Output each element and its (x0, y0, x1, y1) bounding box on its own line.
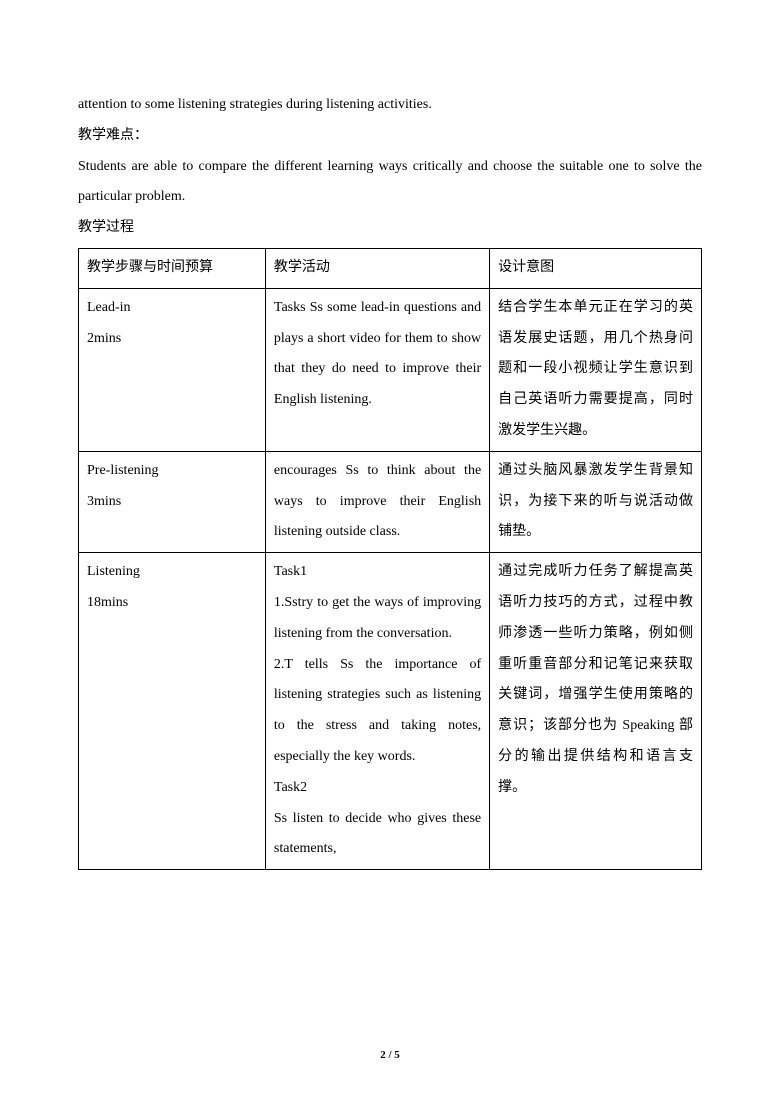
task-label: Task2 (274, 773, 481, 804)
step-duration: 2mins (87, 324, 257, 355)
table-cell-activity: encourages Ss to think about the ways to… (265, 451, 489, 552)
lesson-plan-table: 教学步骤与时间预算 教学活动 设计意图 Lead-in 2mins Tasks … (78, 248, 702, 870)
step-duration: 18mins (87, 588, 257, 619)
page-number: 2 / 5 (0, 1049, 780, 1061)
section-heading: 教学过程 (78, 213, 702, 244)
table-cell-activity: Tasks Ss some lead-in questions and play… (265, 288, 489, 451)
table-cell-activity: Task1 1.Sstry to get the ways of improvi… (265, 553, 489, 870)
table-cell-intent: 通过头脑风暴激发学生背景知识，为接下来的听与说活动做铺垫。 (490, 451, 702, 552)
table-cell-intent: 通过完成听力任务了解提高英语听力技巧的方式，过程中教师渗透一些听力策略，例如侧重… (490, 553, 702, 870)
document-page: attention to some listening strategies d… (0, 0, 780, 1103)
table-cell-step: Listening 18mins (79, 553, 266, 870)
table-row: Pre-listening 3mins encourages Ss to thi… (79, 451, 702, 552)
body-text: attention to some listening strategies d… (78, 90, 702, 121)
task-text: Ss listen to decide who gives these stat… (274, 804, 481, 866)
table-cell-step: Lead-in 2mins (79, 288, 266, 451)
table-cell-step: Pre-listening 3mins (79, 451, 266, 552)
body-text: Students are able to compare the differe… (78, 152, 702, 214)
task-label: Task1 (274, 557, 481, 588)
table-header-cell: 教学活动 (265, 248, 489, 288)
task-text: 2.T tells Ss the importance of listening… (274, 650, 481, 773)
table-row: Lead-in 2mins Tasks Ss some lead-in ques… (79, 288, 702, 451)
section-heading: 教学难点： (78, 121, 702, 152)
table-header-cell: 教学步骤与时间预算 (79, 248, 266, 288)
step-title: Pre-listening (87, 456, 257, 487)
step-title: Listening (87, 557, 257, 588)
table-row: Listening 18mins Task1 1.Sstry to get th… (79, 553, 702, 870)
task-text: 1.Sstry to get the ways of improving lis… (274, 588, 481, 650)
step-duration: 3mins (87, 487, 257, 518)
table-header-row: 教学步骤与时间预算 教学活动 设计意图 (79, 248, 702, 288)
table-cell-intent: 结合学生本单元正在学习的英语发展史话题，用几个热身问题和一段小视频让学生意识到自… (490, 288, 702, 451)
table-header-cell: 设计意图 (490, 248, 702, 288)
step-title: Lead-in (87, 293, 257, 324)
